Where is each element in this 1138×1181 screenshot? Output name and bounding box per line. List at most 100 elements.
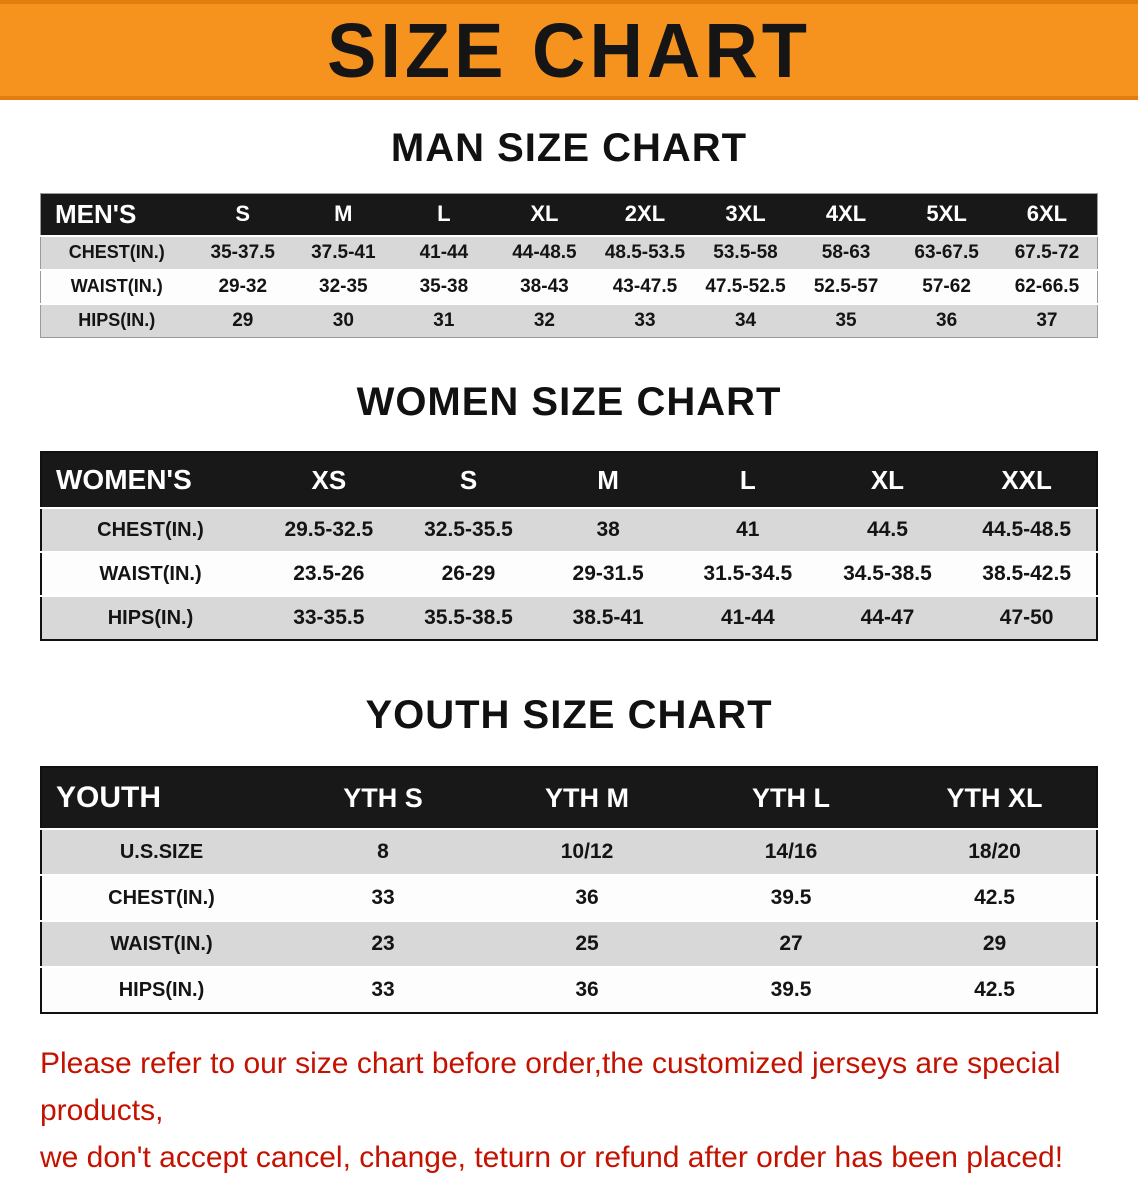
youth-size-table: YOUTH YTH S YTH M YTH L YTH XL U.S.SIZE 8 10/12… [40,766,1098,1014]
measurement-cell: 38-43 [520,275,569,297]
measurement-cell: 63-67.5 [914,241,979,263]
measurement-cell: 41 [736,518,760,541]
measurement-cell: 31.5-34.5 [703,562,793,585]
size-header-cell: L [393,193,495,236]
measurement-row: CHEST(IN.) 35-37.5 37.5-41 41-44 44-48.5 48.5… [40,235,1098,270]
women-size-table: WOMEN'S XS S M L XL XXL CHEST(IN.) 29.5-32.5 32.5… [40,451,1098,641]
measurement-cell: 62-66.5 [1014,275,1080,297]
table-title-cell: YOUTH [41,767,281,829]
measurement-cell: 47.5-52.5 [705,275,786,297]
row-label-cell: U.S.SIZE [119,840,204,863]
row-label-cell: CHEST(IN.) [97,518,204,541]
measurement-cell: 33 [371,978,395,1001]
measurement-cell: 43-47.5 [612,275,678,297]
measurement-cell: 10/12 [560,840,614,863]
size-header-cell: YTH S [281,767,485,829]
measurement-cell: 35-37.5 [210,241,275,263]
measurement-cell: 58-63 [821,241,871,263]
measurement-cell: 23.5-26 [293,562,365,585]
size-header-cell: XL [494,193,595,236]
table-title-cell: MEN'S [40,193,193,236]
size-header-row: YOUTH YTH S YTH M YTH L YTH XL [41,767,1097,829]
measurement-cell: 33 [371,886,395,909]
measurement-cell: 35 [835,309,857,331]
measurement-cell: 38.5-41 [572,606,644,629]
measurement-cell: 26-29 [441,562,496,585]
row-label-cell: CHEST(IN.) [68,242,165,262]
measurement-cell: 14/16 [764,840,818,863]
size-header-cell: M [538,452,678,508]
measurement-cell: 34.5-38.5 [843,562,932,585]
measurement-cell: 29-31.5 [572,562,644,585]
size-header-cell: YTH L [689,767,893,829]
measurement-cell: 44-47 [860,606,915,629]
size-header-cell: 4XL [795,193,897,236]
row-label-cell: WAIST(IN.) [110,932,213,955]
measurement-row: WAIST(IN.) 23.5-26 26-29 29-31.5 31.5-34.5 34… [41,552,1097,596]
size-header-cell: YTH M [485,767,689,829]
measurement-cell: 34 [734,309,757,331]
measurement-cell: 41-44 [419,241,469,263]
row-label-cell: WAIST(IN.) [70,276,163,296]
measurement-cell: 48.5-53.5 [604,241,686,263]
size-header-cell: M [293,193,394,236]
measurement-cell: 42.5 [974,886,1015,909]
size-header-cell: XS [259,452,399,508]
measurement-cell: 53.5-58 [713,241,778,263]
size-header-cell: S [398,452,539,508]
measurement-cell: 35.5-38.5 [424,606,513,629]
measurement-cell: 39.5 [770,886,812,909]
measurement-cell: 52.5-57 [813,275,879,297]
measurement-cell: 44-48.5 [512,241,577,263]
women-section-heading: WOMEN SIZE CHART [356,380,782,424]
men-size-table: MEN'S S M L XL 2XL 3XL 4XL 5XL 6XL CHEST(IN.) 35-37… [40,193,1098,338]
measurement-cell: 30 [332,309,354,331]
measurement-cell: 36 [575,886,599,909]
measurement-cell: 36 [936,309,958,331]
row-label-cell: CHEST(IN.) [108,886,215,909]
measurement-cell: 32.5-35.5 [424,518,513,541]
size-header-row: WOMEN'S XS S M L XL XXL [41,452,1097,508]
size-header-cell: S [192,193,294,236]
footer-note: Please refer to our size chart before or… [40,1040,1138,1181]
size-header-cell: XL [817,452,958,508]
size-header-cell: XXL [957,452,1097,508]
section-women: WOMEN SIZE CHART WOMEN'S XS S M L XL XXL CHEST(… [0,380,1138,641]
measurement-row: WAIST(IN.) 29-32 32-35 35-38 38-43 43-47.5 47.… [40,269,1098,304]
measurement-cell: 32 [533,309,555,331]
measurement-cell: 39.5 [770,978,812,1001]
row-label-cell: WAIST(IN.) [99,562,202,585]
measurement-cell: 8 [377,840,389,863]
measurement-row: HIPS(IN.) 33-35.5 35.5-38.5 38.5-41 41-44 44-… [41,596,1097,640]
measurement-cell: 37.5-41 [311,241,376,263]
row-label-cell: HIPS(IN.) [107,606,194,629]
measurement-cell: 44.5 [867,518,908,541]
measurement-cell: 36 [575,978,599,1001]
row-label-cell: HIPS(IN.) [118,978,205,1001]
measurement-row: HIPS(IN.) 33 36 39.5 42.5 [41,967,1097,1013]
table-title-cell: WOMEN'S [41,452,259,508]
measurement-cell: 35-38 [419,275,469,297]
measurement-cell: 33-35.5 [293,606,365,629]
measurement-cell: 37 [1036,309,1058,331]
measurement-row: CHEST(IN.) 33 36 39.5 42.5 [41,875,1097,921]
measurement-cell: 57-62 [922,275,971,297]
footer-note-line2: we don't accept cancel, change, teturn o… [40,1141,1064,1174]
measurement-cell: 38 [596,518,620,541]
section-youth: YOUTH SIZE CHART YOUTH YTH S YTH M YTH L YTH… [0,693,1138,1014]
measurement-cell: 42.5 [974,978,1015,1001]
footer-note-line1: Please refer to our size chart before or… [40,1047,1061,1127]
measurement-cell: 29 [232,309,254,331]
measurement-cell: 29.5-32.5 [284,518,374,541]
size-header-cell: 5XL [896,193,997,236]
size-header-cell: 3XL [695,193,796,236]
row-label-cell: HIPS(IN.) [78,310,156,331]
section-men: MAN SIZE CHART MEN'S S M L XL 2XL 3XL 4XL 5XL 6XL… [0,126,1138,338]
page-title: SIZE CHART [327,6,811,94]
measurement-cell: 29-32 [218,275,268,297]
measurement-cell: 29 [982,932,1007,955]
measurement-cell: 32-35 [319,275,368,297]
measurement-row: WAIST(IN.) 23 25 27 29 [41,921,1097,967]
banner: SIZE CHART [0,0,1138,100]
